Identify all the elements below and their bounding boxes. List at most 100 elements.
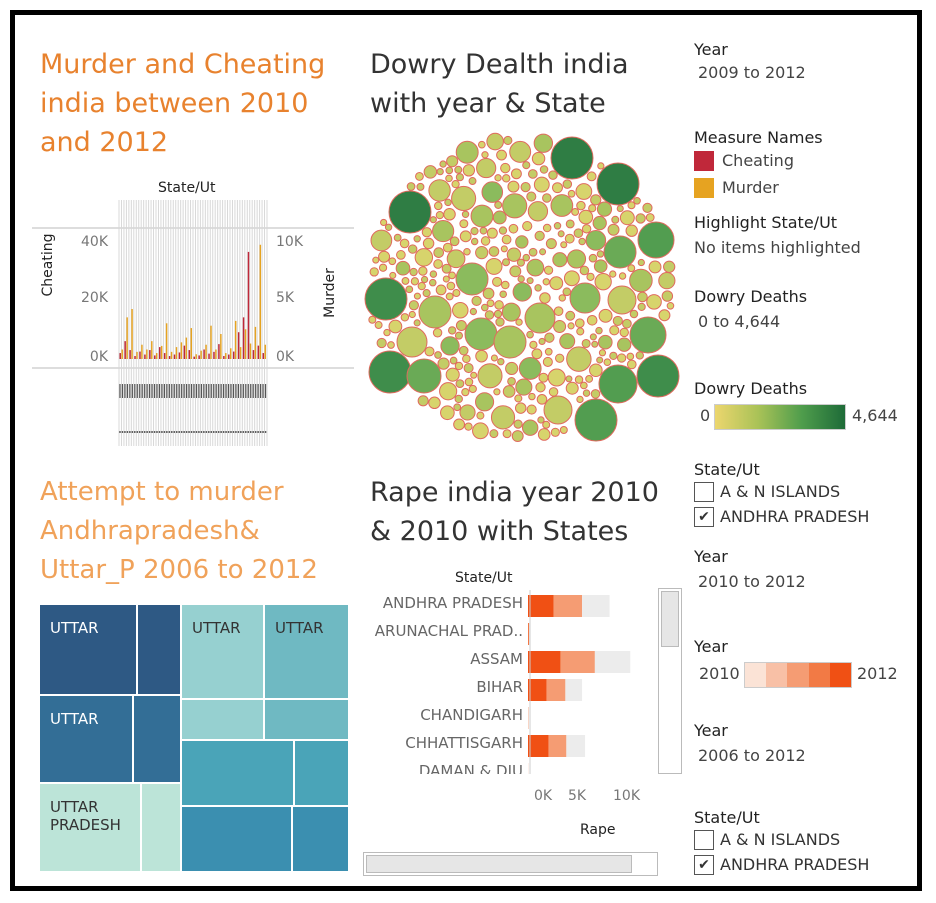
dowry-bubble [567,322,575,330]
state-dot-mark [217,431,220,433]
dowry-bubble [480,236,491,246]
treemap-tile[interactable]: UTTAR [265,605,348,698]
treemap-tile[interactable] [182,741,293,805]
attempt-treemap[interactable]: UTTAR UTTAR UTTAR UTTAR UTTAR PRADESH [40,605,348,871]
state-dot-mark [119,431,121,433]
murder-bar [210,325,212,359]
rape-horizontal-scrollbar[interactable] [363,852,658,876]
state-option-andhra-pradesh[interactable]: ✔ ANDHRA PRADESH [694,852,914,877]
dowry-bubble [423,165,438,179]
dowry-bubble [526,258,545,277]
dowry-bubble [513,419,523,429]
treemap-tile[interactable]: UTTAR PRADESH [40,784,140,871]
treemap-tile[interactable] [295,741,348,805]
dowry-bubble [499,290,508,299]
state-filter-title: State/Ut [694,808,760,827]
dowry-bubble [396,250,406,260]
scrollbar-thumb[interactable] [661,591,679,647]
dowry-bubble [422,237,435,250]
cheating-bar [257,345,260,359]
dowry-bubble [569,282,601,314]
rape-row-label[interactable]: CHHATTISGARH [405,734,523,752]
dowry-bubble [589,363,603,378]
highlight-value[interactable]: No items highlighted [694,238,861,257]
dowry-bubble [563,270,580,287]
rape-bar-chart[interactable] [528,590,650,774]
state-option-a-n-islands[interactable]: A & N ISLANDS [694,479,914,504]
dowry-bubble [637,258,645,267]
year-filter-value[interactable]: 2010 to 2012 [698,572,806,591]
treemap-tile[interactable] [182,807,291,871]
rape-row-label[interactable]: ANDHRA PRADESH [382,594,523,612]
cheating-bar [193,356,195,359]
rape-row-label[interactable]: CHANDIGARH [420,706,523,724]
dowry-bubble [576,327,585,336]
dowry-bubble [485,257,503,275]
dowry-bubble [598,364,638,404]
murder-cheating-chart[interactable] [32,196,354,450]
treemap-tile[interactable] [182,700,263,739]
dowry-bubble [493,309,503,319]
dowry-bubble [401,277,410,285]
treemap-tile[interactable] [293,807,348,871]
cheating-bar [228,354,230,359]
dowry-color-ramp [714,404,846,430]
checkbox-checked[interactable]: ✔ [694,854,714,875]
dowry-bubble [553,306,564,317]
dowry-bubble [658,309,671,322]
dowry-bubble-chart[interactable] [360,132,690,452]
treemap-tile[interactable]: UTTAR [40,605,136,694]
dowry-bubble [550,194,574,217]
treemap-tile[interactable] [138,605,180,694]
rape-row-label[interactable]: BIHAR [476,678,523,696]
dowry-title-line: Dowry Dealth india [370,49,629,80]
attempt-title-line: Attempt to murder [40,477,284,507]
dowry-bubble [593,259,608,274]
dowry-bubble [439,382,458,401]
rape-vertical-scrollbar[interactable] [658,588,682,774]
dowry-bubble [550,136,594,180]
year-filter-value[interactable]: 2006 to 2012 [698,746,806,765]
treemap-tile[interactable] [134,696,180,782]
legend-item-murder[interactable]: Murder [694,174,914,201]
scrollbar-thumb[interactable] [366,855,632,873]
dowry-range-value[interactable]: 0 to 4,644 [698,312,781,331]
treemap-tile[interactable]: UTTAR [40,696,132,782]
dowry-bubble [447,326,457,335]
murder-cheating-title: Murder and Cheating india between 2010 a… [40,45,325,162]
dowry-bubble [396,326,428,358]
legend-item-cheating[interactable]: Cheating [694,147,914,174]
dowry-bubble [550,427,560,437]
checkbox-checked[interactable]: ✔ [694,506,714,527]
dowry-bubble [533,176,550,193]
checkbox[interactable] [694,829,714,850]
dowry-bubble [515,318,523,326]
treemap-tile[interactable] [142,784,180,871]
treemap-tile[interactable]: UTTAR [182,605,263,698]
year-filter-value[interactable]: 2009 to 2012 [698,63,806,82]
dowry-bubble [545,238,557,250]
rape-row-label[interactable]: DAMAN & DIU [418,762,523,774]
dowry-bubble [506,247,522,262]
dowry-bubble [598,308,613,323]
dowry-bubble [424,346,435,357]
dowry-bubble [586,272,595,281]
treemap-tile-label: UTTAR [275,619,324,637]
rape-row-label[interactable]: ASSAM [470,650,523,668]
rape-row-label[interactable]: ARUNACHAL PRAD.. [374,622,523,640]
rape-title: Rape india year 2010 & 2010 with States [370,473,659,551]
dowry-bubble [369,267,379,277]
state-dot-mark [146,431,149,433]
state-dot-mark [133,431,136,433]
treemap-tile[interactable] [265,700,348,739]
checkbox[interactable] [694,481,714,502]
state-option-a-n-islands[interactable]: A & N ISLANDS [694,827,914,852]
state-dot-mark [158,431,161,433]
state-option-andhra-pradesh[interactable]: ✔ ANDHRA PRADESH [694,504,914,529]
dowry-bubble [642,202,653,213]
murder-bar [244,329,247,359]
dowry-bubble [388,257,397,266]
dowry-bubble [445,174,453,183]
dowry-bubble [455,320,467,332]
dowry-bubble [509,140,532,163]
